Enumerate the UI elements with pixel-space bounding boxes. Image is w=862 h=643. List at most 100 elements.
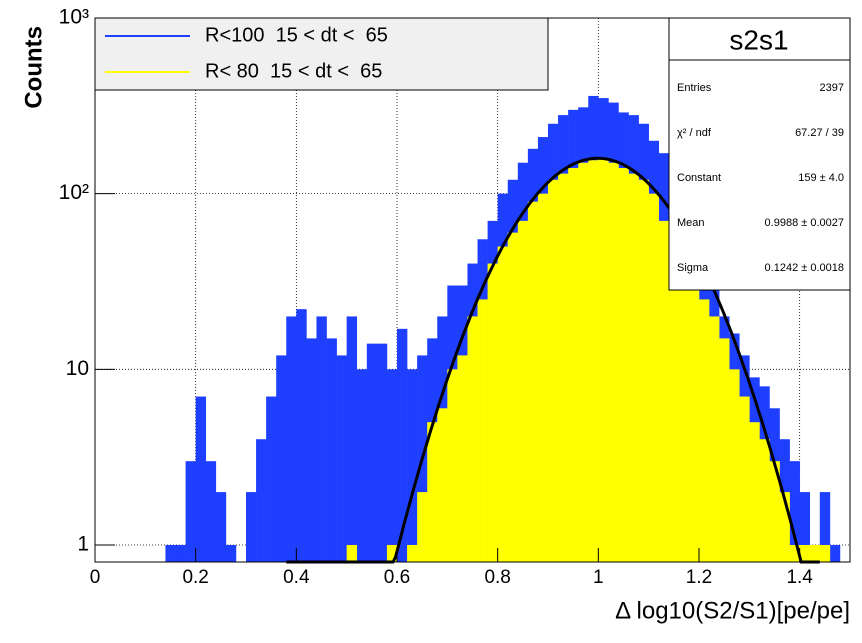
bar bbox=[588, 160, 599, 562]
bar bbox=[336, 355, 347, 562]
y-tick-label: 10 bbox=[66, 357, 89, 380]
bar bbox=[487, 263, 498, 562]
stats-value: 0.1242 ± 0.0018 bbox=[765, 262, 844, 274]
bar bbox=[829, 544, 841, 562]
stats-label: Mean bbox=[677, 217, 705, 229]
bar bbox=[397, 328, 408, 562]
bar bbox=[205, 461, 217, 562]
legend-box bbox=[94, 17, 549, 91]
bar bbox=[729, 369, 740, 562]
bar bbox=[719, 338, 730, 562]
bar bbox=[628, 173, 639, 562]
bar bbox=[769, 461, 780, 562]
x-tick-label: 0.4 bbox=[283, 567, 310, 588]
legend-label: R<100 15 < dt < 65 bbox=[205, 24, 388, 46]
bar bbox=[467, 316, 478, 562]
bar bbox=[437, 408, 448, 562]
bar bbox=[779, 492, 790, 562]
bar bbox=[678, 263, 690, 562]
bar bbox=[185, 461, 196, 562]
bar bbox=[648, 193, 660, 562]
stats-title: s2s1 bbox=[729, 24, 788, 55]
x-tick-label: 1.2 bbox=[686, 567, 712, 588]
x-tick-label: 0 bbox=[90, 567, 101, 588]
stats-value: 67.27 / 39 bbox=[795, 127, 844, 139]
bar bbox=[578, 162, 589, 562]
bar bbox=[376, 343, 388, 562]
stats-label: Sigma bbox=[677, 262, 709, 274]
bar bbox=[447, 369, 458, 562]
bar bbox=[386, 544, 398, 562]
x-tick-label: 0.6 bbox=[384, 567, 410, 588]
bar bbox=[286, 316, 297, 562]
bar bbox=[548, 179, 559, 562]
bar bbox=[346, 544, 358, 562]
bar bbox=[225, 544, 237, 562]
bar bbox=[709, 316, 720, 562]
bar bbox=[759, 439, 770, 562]
bar bbox=[266, 396, 277, 562]
bar bbox=[638, 179, 649, 562]
stats-label: Entries bbox=[677, 82, 712, 94]
bar bbox=[809, 544, 821, 562]
stats-box bbox=[668, 17, 851, 291]
bar bbox=[497, 246, 509, 562]
bar bbox=[618, 167, 629, 562]
x-tick-label: 0.8 bbox=[484, 567, 510, 588]
legend-label: R< 80 15 < dt < 65 bbox=[205, 60, 382, 82]
y-axis-title: Counts bbox=[20, 26, 47, 109]
bar bbox=[507, 232, 519, 563]
bar bbox=[356, 369, 368, 562]
bar bbox=[276, 355, 287, 562]
bar bbox=[819, 544, 831, 562]
stats-label: χ² / ndf bbox=[677, 127, 712, 139]
bar bbox=[568, 167, 579, 562]
bar bbox=[346, 316, 358, 562]
bar bbox=[427, 422, 438, 562]
bar bbox=[819, 492, 831, 562]
stats-value: 159 ± 4.0 bbox=[798, 172, 844, 184]
bar bbox=[457, 355, 468, 562]
bar bbox=[296, 309, 307, 562]
stats-value: 0.9988 ± 0.0027 bbox=[765, 217, 844, 229]
bar bbox=[326, 338, 337, 562]
bar bbox=[175, 544, 186, 562]
bar bbox=[749, 422, 760, 562]
bar bbox=[246, 492, 257, 562]
bar bbox=[668, 232, 680, 563]
bar bbox=[256, 439, 267, 562]
bar bbox=[789, 544, 800, 562]
x-tick-label: 1 bbox=[593, 567, 604, 588]
stats-value: 2397 bbox=[820, 82, 844, 94]
stats-label: Constant bbox=[677, 172, 721, 184]
bar bbox=[608, 162, 619, 562]
bar bbox=[407, 544, 418, 562]
bar bbox=[316, 316, 327, 562]
y-tick-label: 10³ bbox=[59, 6, 89, 29]
bar bbox=[306, 338, 317, 562]
bar bbox=[215, 492, 227, 562]
x-axis-title: Δ log10(S2/S1)[pe/pe] bbox=[615, 597, 850, 624]
bar bbox=[195, 396, 207, 562]
bar bbox=[477, 299, 488, 562]
x-tick-label: 0.2 bbox=[182, 567, 208, 588]
bar bbox=[739, 396, 750, 562]
bar bbox=[527, 201, 539, 563]
bar bbox=[517, 220, 529, 562]
bar bbox=[799, 492, 811, 562]
y-tick-label: 1 bbox=[77, 533, 89, 556]
bar bbox=[165, 544, 176, 562]
x-tick-label: 1.4 bbox=[786, 567, 813, 588]
bar bbox=[658, 220, 670, 562]
y-tick-label: 10² bbox=[59, 181, 89, 204]
bar bbox=[688, 285, 700, 562]
bar bbox=[699, 299, 710, 562]
bar bbox=[417, 492, 428, 562]
bar bbox=[598, 157, 609, 562]
bar bbox=[366, 343, 378, 562]
bar bbox=[407, 369, 418, 562]
bar bbox=[537, 193, 549, 562]
bar bbox=[789, 461, 800, 562]
bar bbox=[386, 369, 398, 562]
